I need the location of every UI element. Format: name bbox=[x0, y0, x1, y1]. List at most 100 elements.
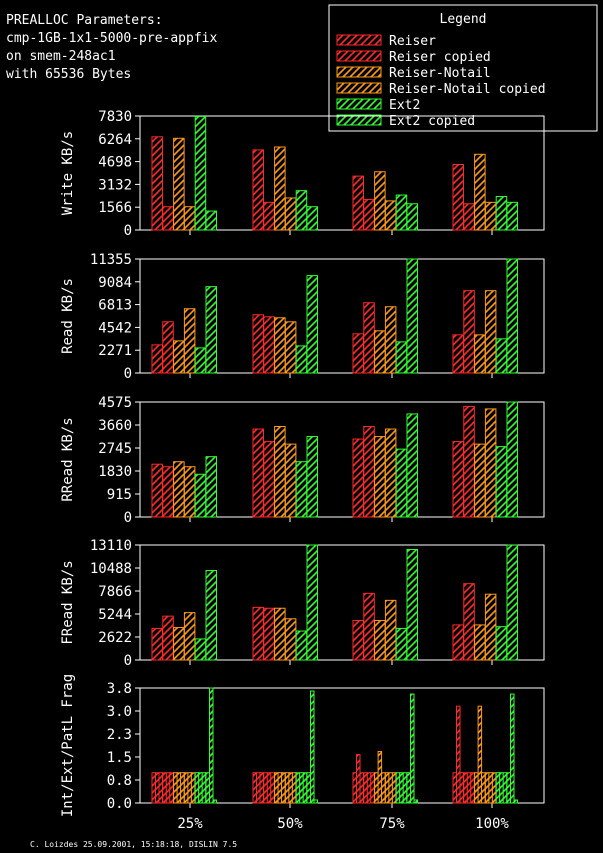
bar bbox=[263, 316, 275, 374]
y-tick-label: 0 bbox=[124, 653, 132, 669]
bar bbox=[363, 592, 375, 661]
legend-title: Legend bbox=[440, 12, 487, 27]
bar bbox=[151, 463, 163, 518]
y-tick-label: 13110 bbox=[90, 538, 132, 554]
bar bbox=[306, 275, 318, 374]
bar bbox=[495, 446, 508, 518]
bar bbox=[506, 258, 518, 374]
bar bbox=[205, 286, 217, 374]
legend-label: Reiser bbox=[389, 34, 436, 49]
chart-panel: 0 2271 4542 6813 9084 11355 Read KB/s bbox=[60, 252, 545, 382]
bar bbox=[277, 772, 283, 804]
y-tick-label: 11355 bbox=[90, 252, 132, 268]
bar bbox=[384, 200, 397, 231]
y-tick-label: 9084 bbox=[98, 275, 132, 291]
bar bbox=[259, 772, 264, 804]
bar bbox=[306, 544, 318, 661]
bar bbox=[173, 772, 178, 804]
legend-label: Reiser copied bbox=[389, 50, 491, 65]
bar bbox=[284, 443, 297, 518]
bar bbox=[173, 461, 185, 518]
bar bbox=[284, 772, 290, 804]
y-tick-label: 2.3 bbox=[107, 727, 132, 743]
bar bbox=[176, 772, 182, 804]
bar bbox=[370, 772, 375, 804]
legend-label: Ext2 bbox=[389, 98, 420, 113]
bar bbox=[352, 772, 357, 804]
y-axis-label: RRead KB/s bbox=[60, 417, 76, 501]
bar bbox=[162, 321, 174, 374]
bar bbox=[463, 405, 475, 518]
plot-frame bbox=[139, 401, 545, 518]
bar bbox=[384, 306, 397, 374]
bar bbox=[495, 772, 501, 804]
legend-label: Reiser-Notail copied bbox=[389, 82, 546, 97]
bar bbox=[352, 175, 364, 231]
bar bbox=[165, 772, 171, 804]
bar bbox=[194, 772, 200, 804]
bar bbox=[474, 624, 486, 661]
header-line: PREALLOC Parameters: bbox=[6, 13, 163, 28]
bar bbox=[463, 583, 475, 661]
y-tick-label: 7866 bbox=[98, 584, 132, 600]
bar bbox=[374, 436, 386, 518]
bar bbox=[162, 615, 174, 661]
x-category-label: 100% bbox=[475, 816, 509, 832]
bar bbox=[284, 197, 297, 231]
y-tick-label: 2622 bbox=[98, 630, 132, 646]
bar bbox=[399, 772, 404, 804]
y-tick-label: 2745 bbox=[98, 441, 132, 457]
bar bbox=[252, 428, 264, 518]
bar bbox=[183, 466, 196, 518]
bar bbox=[173, 627, 185, 661]
plot-frame bbox=[139, 115, 545, 231]
bar bbox=[452, 163, 464, 231]
bar bbox=[295, 772, 301, 804]
bar bbox=[274, 607, 286, 661]
y-tick-label: 1.5 bbox=[107, 750, 132, 766]
chart-panel: 0 1566 3132 4698 6264 7830 Write KB/s bbox=[60, 109, 545, 239]
legend-swatch bbox=[336, 34, 382, 46]
bar bbox=[263, 607, 275, 661]
bar bbox=[194, 115, 207, 231]
legend-swatch bbox=[336, 66, 382, 78]
bar bbox=[374, 330, 386, 374]
bar bbox=[194, 473, 207, 518]
bar bbox=[384, 772, 390, 804]
bar bbox=[263, 201, 275, 231]
legend-swatch bbox=[336, 98, 382, 110]
bar bbox=[452, 441, 464, 518]
bar bbox=[402, 772, 408, 804]
y-tick-label: 6264 bbox=[98, 132, 132, 148]
chart-panel: 0.0 0.8 1.5 2.3 3.0 3.8 Int/Ext/PatL Frag bbox=[60, 674, 545, 817]
bar bbox=[459, 772, 464, 804]
y-axis-label: Int/Ext/PatL Frag bbox=[60, 674, 76, 817]
bar bbox=[162, 206, 174, 231]
bar bbox=[513, 799, 518, 804]
bar bbox=[395, 341, 408, 374]
bar bbox=[162, 772, 167, 804]
bar bbox=[310, 690, 315, 804]
bar bbox=[374, 772, 379, 804]
bar bbox=[506, 544, 518, 661]
y-tick-label: 1830 bbox=[98, 464, 132, 480]
bar bbox=[299, 772, 304, 804]
bar bbox=[477, 705, 483, 804]
bar bbox=[452, 624, 464, 661]
bar bbox=[395, 194, 408, 231]
bar bbox=[363, 302, 375, 374]
bar bbox=[406, 772, 411, 804]
bar bbox=[384, 599, 397, 661]
bar bbox=[281, 772, 286, 804]
bar bbox=[295, 190, 308, 231]
bar bbox=[183, 612, 196, 661]
bar bbox=[169, 772, 174, 804]
bar bbox=[151, 772, 156, 804]
bar bbox=[263, 772, 268, 804]
bar bbox=[484, 201, 497, 231]
y-tick-label: 915 bbox=[107, 487, 132, 503]
bar bbox=[180, 772, 185, 804]
x-category-label: 50% bbox=[277, 816, 303, 832]
bar bbox=[306, 772, 311, 804]
